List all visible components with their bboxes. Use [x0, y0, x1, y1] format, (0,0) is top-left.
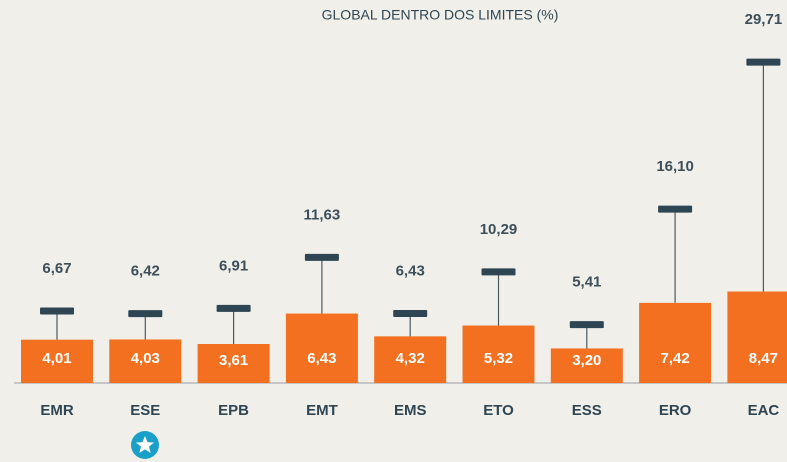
x-tick-label: EMT: [306, 402, 338, 419]
value-label: 4,32: [396, 350, 425, 367]
limit-label: 6,91: [219, 257, 248, 274]
star-badge: [131, 431, 159, 459]
limit-marker: [569, 321, 604, 329]
x-tick-label: ERO: [659, 402, 692, 419]
limit-label: 16,10: [656, 158, 694, 175]
limit-label: 6,67: [42, 260, 71, 277]
value-label: 4,01: [42, 350, 71, 367]
limit-label: 10,29: [480, 221, 518, 238]
x-tick-label: EMR: [40, 402, 74, 419]
x-tick-label: ESE: [130, 402, 160, 419]
value-label: 5,32: [484, 350, 513, 367]
x-tick-label: ETO: [483, 402, 514, 419]
value-label: 7,42: [660, 350, 689, 367]
value-label: 3,20: [572, 352, 601, 369]
limit-marker: [304, 253, 339, 261]
limit-label: 6,43: [396, 263, 425, 280]
limit-marker: [393, 310, 428, 318]
bar: [21, 339, 93, 383]
value-label: 6,43: [307, 350, 336, 367]
value-label: 3,61: [219, 352, 248, 369]
value-label: 8,47: [749, 350, 778, 367]
bar: [374, 336, 447, 383]
limit-label: 6,42: [131, 263, 160, 280]
bar: [109, 339, 182, 383]
bar: [462, 325, 535, 383]
limit-label: 5,41: [572, 274, 601, 291]
x-tick-label: EMS: [394, 402, 427, 419]
chart-title: GLOBAL DENTRO DOS LIMITES (%): [322, 7, 559, 23]
bar: [550, 348, 623, 383]
bar: [285, 313, 358, 383]
limit-label: 11,63: [304, 206, 341, 223]
limit-marker: [40, 307, 74, 315]
x-tick-label: EPB: [218, 402, 249, 419]
limit-marker: [658, 205, 693, 213]
limit-marker: [746, 58, 781, 66]
limit-marker: [216, 304, 251, 312]
limit-marker: [128, 310, 163, 318]
bar: [197, 344, 270, 383]
limit-marker: [481, 268, 516, 276]
x-tick-label: ESS: [572, 402, 602, 419]
bar: [639, 302, 712, 383]
x-tick-label: EAC: [748, 402, 780, 419]
bar: [727, 291, 787, 383]
limit-label: 29,71: [745, 11, 783, 28]
value-label: 4,03: [131, 350, 160, 367]
